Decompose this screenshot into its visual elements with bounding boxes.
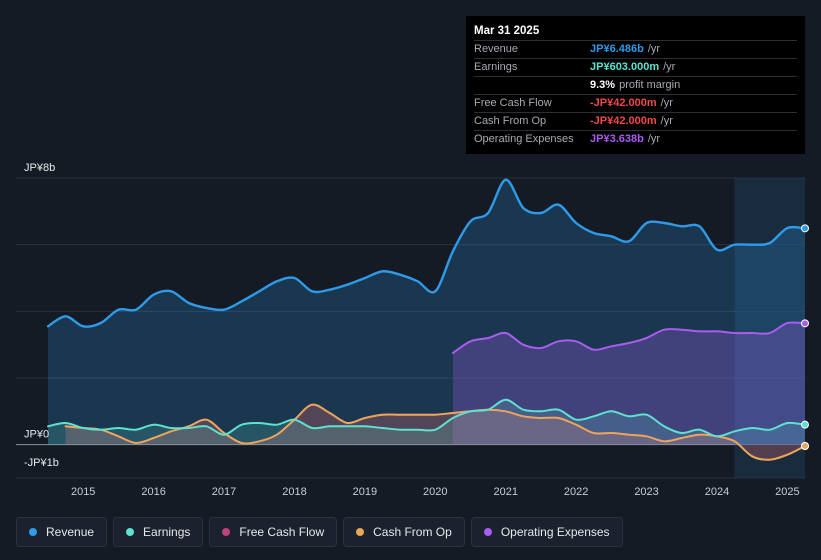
revenue-area [48,179,805,445]
tooltip-row-label: Free Cash Flow [474,97,552,109]
legend-item-operating-expenses[interactable]: Operating Expenses [470,517,623,547]
legend-dot-icon [356,528,365,536]
x-axis-tick-label: 2017 [212,486,236,498]
tooltip-row-value: JP¥3.638b [590,133,644,145]
cash-from-op-line [64,403,806,461]
y-axis-tick-label: JP¥0 [24,429,49,441]
legend-label: Free Cash Flow [239,525,325,539]
legend-label: Revenue [46,525,95,539]
tooltip-row: Free Cash Flow -JP¥42.000m/yr [474,94,797,112]
tooltip-row: Operating Expenses JP¥3.638b/yr [474,130,797,148]
operating-expenses-area [452,322,805,445]
x-axis-tick-label: 2019 [353,486,377,498]
tooltip-row-label: Operating Expenses [474,133,574,145]
y-axis-tick-label: -JP¥1b [24,457,59,469]
legend-dot-icon [29,528,37,536]
tooltip-row-value: -JP¥42.000m [590,115,657,127]
tooltip-date: Mar 31 2025 [474,25,540,37]
operating-expenses-end-marker [801,319,809,328]
cash-from-op-end-marker [801,442,809,450]
y-axis-tick-label: JP¥8b [24,162,55,174]
tooltip-row-unit: profit margin [619,79,681,91]
x-axis-tick-label: 2021 [493,486,517,498]
x-axis-labels: 2015 2016 2017 2018 2019 2020 2021 2022 2023 2024… [71,486,800,498]
legend-dot-icon [483,528,492,536]
earnings-end-marker [801,420,809,429]
x-axis-tick-label: 2020 [423,486,447,498]
legend-item-cash-from-op[interactable]: Cash From Op [343,517,465,547]
tooltip-row-unit: /yr [647,133,661,145]
legend-item-earnings[interactable]: Earnings [113,517,204,547]
data-tooltip: Mar 31 2025 Revenue JP¥6.486b/yr Earnings J… [466,16,805,154]
series-lines [46,178,807,461]
tooltip-row-value: -JP¥42.000m [590,97,657,109]
earnings-line [47,398,806,438]
x-axis-tick-label: 2025 [775,486,799,498]
series-end-markers [801,224,809,450]
legend-item-revenue[interactable]: Revenue [16,517,108,547]
tooltip-rows: Revenue JP¥6.486b/yr Earnings JP¥603.000m/y… [474,40,797,148]
tooltip-row-label: Cash From Op [474,115,547,127]
cash-from-op-area [65,404,806,460]
tooltip-row: Cash From Op -JP¥42.000m/yr [474,112,797,130]
tooltip-row-value: 9.3% [590,79,616,91]
free-cash-flow-area [65,404,806,460]
x-axis-tick-label: 2018 [282,486,306,498]
tooltip-row-unit: /yr [663,61,676,73]
legend-label: Earnings [143,525,191,539]
revenue-line [46,178,807,328]
x-axis-tick-label: 2016 [141,486,165,498]
legend-label: Cash From Op [373,525,452,539]
tooltip-row-label [474,77,590,94]
tooltip-row-label: Earnings [474,61,518,73]
tooltip-row-label: Revenue [474,43,519,55]
x-axis-tick-label: 2022 [564,486,588,498]
tooltip-row: Revenue JP¥6.486b/yr [474,40,797,58]
grid-lines [16,177,805,479]
tooltip-row-unit: /yr [660,115,673,127]
tooltip-row-value: JP¥6.486b [590,43,644,55]
legend-dot-icon [126,528,135,536]
x-axis-tick-label: 2015 [71,486,95,498]
y-axis-labels: JP¥8b JP¥0 -JP¥1b [24,162,59,469]
series-areas [48,179,806,460]
revenue-end-marker [801,224,809,233]
tooltip-row: 9.3% profit margin [474,76,797,94]
tooltip-row-unit: /yr [647,43,661,55]
tooltip-row-value: JP¥603.000m [590,61,660,73]
legend-item-free-cash-flow[interactable]: Free Cash Flow [209,517,338,547]
chart-legend: Revenue Earnings Free Cash Flow Cash From O… [16,517,623,547]
tooltip-row: Earnings JP¥603.000m/yr [474,58,797,76]
tooltip-row-unit: /yr [660,97,673,109]
legend-dot-icon [222,528,231,536]
legend-label: Operating Expenses [500,525,610,539]
operating-expenses-line [451,321,806,354]
x-axis-tick-label: 2023 [634,486,658,498]
x-axis-tick-label: 2024 [705,486,729,498]
